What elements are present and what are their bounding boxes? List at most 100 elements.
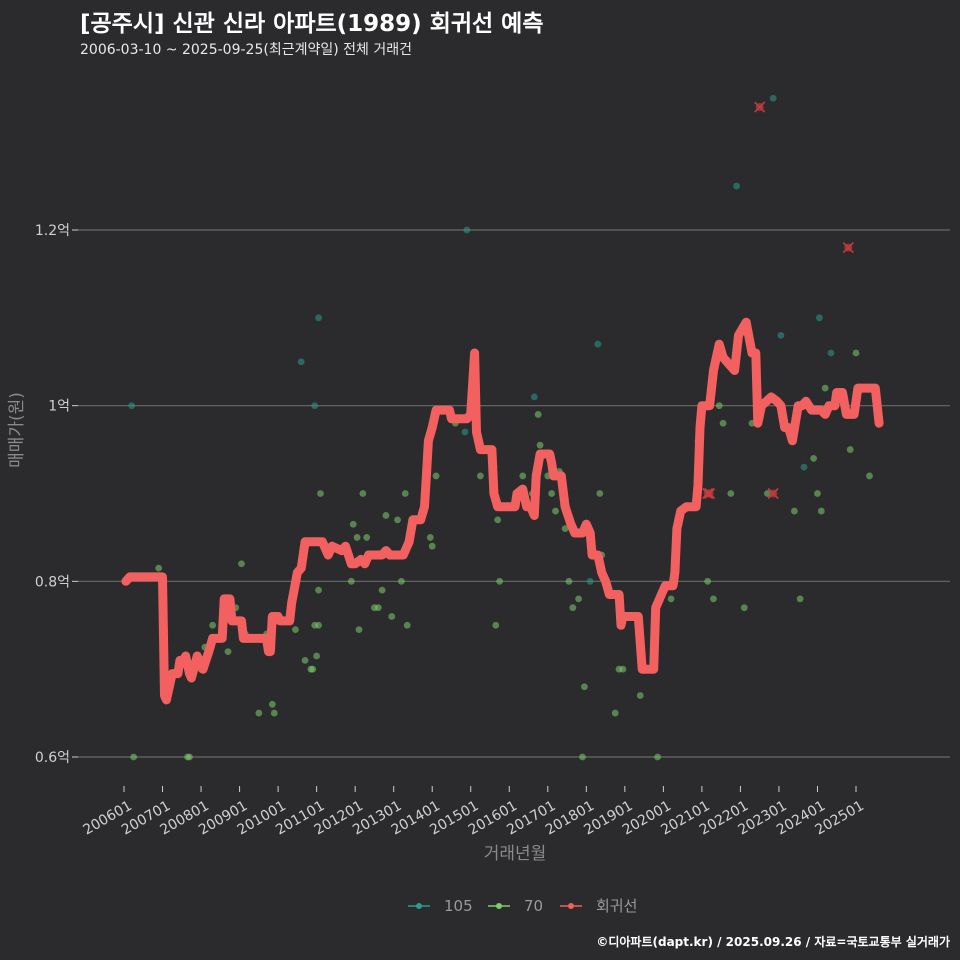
outlier-point (704, 487, 716, 500)
legend-label: 105 (444, 897, 473, 915)
y-tick-label: 0.8억 (35, 574, 70, 590)
outlier-point (767, 487, 779, 500)
data-point-70 (476, 472, 484, 480)
data-point-70 (397, 577, 405, 585)
data-point-70 (130, 753, 138, 761)
data-point-70 (403, 621, 411, 629)
data-point-70 (575, 595, 583, 603)
data-point-105 (586, 577, 594, 585)
data-point-70 (565, 577, 573, 585)
data-point-70 (740, 604, 748, 612)
data-point-105 (827, 349, 835, 357)
x-axis-ticks: 2006012007012008012009012010012011012012… (81, 786, 867, 838)
x-axis-label: 거래년월 (484, 844, 547, 864)
data-point-70 (719, 419, 727, 427)
data-point-70 (363, 534, 371, 541)
data-point-70 (667, 595, 675, 603)
data-point-70 (561, 525, 569, 533)
data-point-70 (548, 490, 556, 497)
data-point-70 (852, 349, 860, 357)
data-point-105 (800, 463, 808, 471)
data-point-70 (552, 507, 559, 515)
data-point-70 (301, 656, 309, 664)
data-point-105 (769, 94, 777, 102)
data-point-105 (530, 393, 538, 401)
data-point-70 (238, 560, 245, 568)
data-point-70 (821, 384, 829, 392)
data-point-70 (209, 621, 217, 629)
data-point-70 (536, 441, 544, 449)
regression-line (121, 317, 884, 705)
data-point-70 (388, 613, 396, 620)
chart-subtitle: 2006-03-10 ~ 2025-09-25(최근계약일) 전체 거래건 (80, 42, 412, 58)
legend-key-dot (496, 903, 502, 909)
legend-key-dot (416, 903, 422, 909)
data-point-70 (317, 490, 324, 497)
data-point-70 (292, 626, 299, 634)
legend-item: 105 (408, 897, 473, 915)
data-point-70 (401, 490, 409, 497)
data-point-70 (534, 411, 542, 418)
data-point-70 (309, 665, 317, 673)
data-point-70 (846, 446, 854, 453)
legend-item: 70 (488, 897, 543, 915)
data-point-70 (359, 490, 367, 497)
data-point-70 (580, 683, 588, 691)
data-point-70 (349, 520, 357, 528)
y-axis-ticks: 0.6억 0.8억 1억 1.2억 (35, 223, 78, 766)
data-point-70 (224, 648, 232, 655)
outlier-markers (702, 101, 854, 500)
data-point-70 (315, 586, 322, 594)
data-point-70 (519, 472, 527, 480)
data-point-70 (186, 753, 193, 761)
legend-key-dot (568, 903, 574, 909)
data-point-70 (382, 512, 390, 519)
data-point-105 (777, 332, 785, 339)
data-point-70 (255, 709, 263, 717)
data-point-70 (619, 665, 627, 673)
data-point-70 (654, 753, 661, 761)
data-point-70 (810, 454, 818, 462)
data-point-70 (866, 472, 873, 480)
data-point-70 (611, 709, 619, 717)
data-point-70 (496, 577, 504, 585)
outlier-cross (767, 487, 779, 500)
data-point-70 (704, 577, 712, 585)
data-point-105 (128, 402, 136, 410)
chart-title: [공주시] 신관 신라 아파트(1989) 회귀선 예측 (80, 11, 544, 37)
y-tick-label: 0.6억 (35, 750, 70, 766)
data-point-70 (378, 586, 386, 594)
data-point-70 (569, 604, 577, 612)
data-point-105 (297, 358, 305, 366)
outlier-cross (704, 487, 716, 500)
data-point-105 (733, 182, 740, 190)
outlier-cross (754, 101, 766, 113)
data-point-70 (347, 577, 355, 585)
data-point-70 (790, 507, 798, 515)
data-point-70 (268, 700, 276, 708)
outlier-point (754, 101, 766, 113)
data-point-70 (492, 621, 500, 629)
data-point-70 (155, 564, 163, 572)
data-point-70 (814, 490, 821, 497)
data-point-70 (315, 621, 322, 629)
data-point-70 (313, 652, 321, 660)
data-point-70 (355, 626, 363, 634)
outlier-point (842, 242, 854, 254)
data-point-70 (494, 516, 502, 524)
data-point-105 (816, 314, 823, 322)
source-credit: ©디아파트(dapt.kr) / 2025.09.26 / 자료=국토교통부 실… (596, 935, 950, 949)
data-point-105 (461, 428, 469, 436)
data-point-70 (428, 542, 436, 550)
data-point-105 (594, 340, 602, 348)
legend-label: 70 (524, 897, 543, 915)
data-point-70 (715, 402, 723, 410)
data-point-105 (315, 314, 322, 322)
data-point-70 (432, 472, 440, 480)
data-point-70 (727, 490, 735, 497)
legend-item: 회귀선 (560, 897, 637, 915)
data-point-105 (463, 226, 471, 234)
data-point-70 (374, 604, 382, 612)
grid-lines (78, 229, 950, 758)
